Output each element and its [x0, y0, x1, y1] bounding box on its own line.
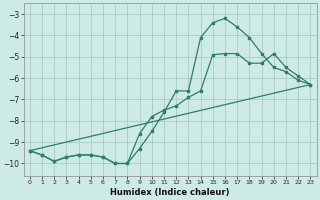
X-axis label: Humidex (Indice chaleur): Humidex (Indice chaleur)	[110, 188, 230, 197]
